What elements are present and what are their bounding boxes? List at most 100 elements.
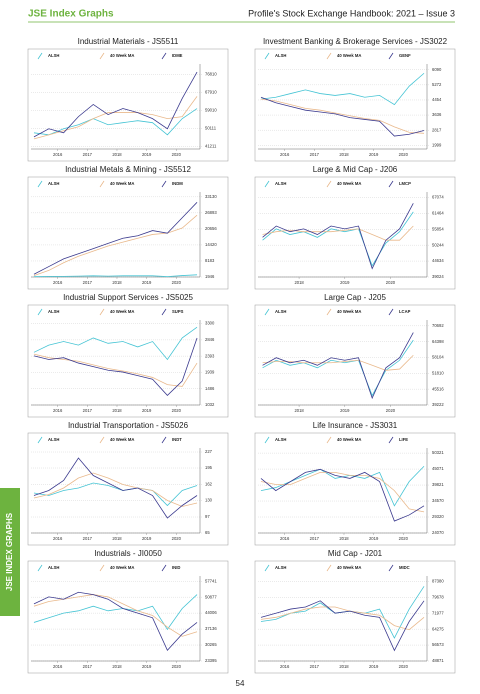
legend-swatch xyxy=(161,436,167,444)
side-tab-label: JSE INDEX GRAPHS xyxy=(5,512,14,591)
y-tick-label: 97 xyxy=(205,514,210,519)
x-tick-label: 2019 xyxy=(340,408,350,413)
y-tick-label: 58104 xyxy=(432,355,444,360)
x-tick-label: 2016 xyxy=(53,664,63,669)
legend-label: ALSH xyxy=(48,53,59,58)
x-tick-label: 2019 xyxy=(142,664,152,669)
y-tick-label: 2393 xyxy=(205,353,215,358)
chart-title: Investment Banking & Brokerage Services … xyxy=(263,37,448,46)
x-tick-label: 2018 xyxy=(112,280,122,285)
x-tick-label: 2019 xyxy=(142,280,152,285)
legend-label: ALSH xyxy=(275,565,286,570)
y-tick-label: 195 xyxy=(205,465,213,470)
y-tick-label: 130 xyxy=(205,498,213,503)
y-tick-label: 33130 xyxy=(205,194,217,199)
y-tick-label: 45516 xyxy=(432,386,444,391)
y-tick-label: 67910 xyxy=(205,90,217,95)
legend-swatch xyxy=(37,564,43,572)
legend-label: 40 Week MA xyxy=(337,53,361,58)
legend-swatch xyxy=(161,564,167,572)
series-line xyxy=(260,606,425,631)
chart-title: Industrials - JI0050 xyxy=(94,549,162,558)
y-tick-label: 8183 xyxy=(205,258,215,263)
series-line xyxy=(260,471,425,513)
chart-frame xyxy=(254,48,456,162)
x-tick-label: 2020 xyxy=(386,408,396,413)
y-tick-label: 50877 xyxy=(205,594,217,599)
legend-label: ALSH xyxy=(48,309,59,314)
x-tick-label: 2020 xyxy=(172,536,182,541)
legend-label: 40 Week MA xyxy=(337,437,361,442)
x-tick-label: 2017 xyxy=(83,664,93,669)
legend-label: SUPS xyxy=(172,309,184,314)
x-tick-label: 2018 xyxy=(339,536,349,541)
legend-label: 40 Week MA xyxy=(337,309,361,314)
x-tick-label: 2018 xyxy=(294,280,304,285)
legend-label: 40 Week MA xyxy=(337,181,361,186)
legend-swatch xyxy=(161,180,167,188)
chart-frame xyxy=(27,560,229,674)
chart-frame xyxy=(27,176,229,290)
legend-label: MIDC xyxy=(399,565,410,570)
legend-label: 40 Week MA xyxy=(110,53,134,58)
y-tick-label: 67074 xyxy=(432,195,444,200)
legend-label: 40 Week MA xyxy=(110,181,134,186)
series-line xyxy=(260,72,425,106)
legend-label: ALSH xyxy=(48,565,59,570)
y-tick-label: 5272 xyxy=(432,82,442,87)
chart-title: Large Cap - J205 xyxy=(324,293,386,302)
y-tick-label: 39024 xyxy=(432,274,444,279)
y-tick-label: 76810 xyxy=(205,72,217,77)
series-line xyxy=(260,600,425,652)
y-tick-label: 56573 xyxy=(432,642,444,647)
x-tick-label: 2017 xyxy=(83,280,93,285)
chart-title: Life Insurance - JS3031 xyxy=(313,421,398,430)
legend-swatch xyxy=(264,436,270,444)
legend-label: ALSH xyxy=(275,309,286,314)
x-tick-label: 2020 xyxy=(399,152,409,157)
legend-swatch xyxy=(388,308,394,316)
x-tick-label: 2019 xyxy=(340,280,350,285)
y-tick-label: 34570 xyxy=(432,498,444,503)
legend-label: LCAP xyxy=(399,309,411,314)
legend-swatch xyxy=(37,52,43,60)
legend-label: ALSH xyxy=(275,181,286,186)
x-tick-label: 2017 xyxy=(83,408,93,413)
x-tick-label: 2019 xyxy=(142,536,152,541)
x-tick-label: 2017 xyxy=(310,536,320,541)
y-tick-label: 71977 xyxy=(432,610,444,615)
page-number: 54 xyxy=(236,679,245,688)
chart-frame xyxy=(27,48,229,162)
y-tick-label: 37136 xyxy=(205,626,217,631)
legend-swatch xyxy=(161,52,167,60)
x-tick-label: 2018 xyxy=(112,664,122,669)
page-header-title: JSE Index Graphs xyxy=(28,9,114,20)
y-tick-label: 57741 xyxy=(205,578,217,583)
series-line xyxy=(33,591,198,652)
legend-swatch xyxy=(326,308,332,316)
series-line xyxy=(262,339,414,397)
legend-swatch xyxy=(37,180,43,188)
legend-label: 40 Week MA xyxy=(337,565,361,570)
legend-label: INDT xyxy=(172,437,182,442)
x-tick-label: 2016 xyxy=(280,152,290,157)
x-tick-label: 2016 xyxy=(53,152,63,157)
page-header-subtitle: Profile's Stock Exchange Handbook: 2021 … xyxy=(248,8,455,18)
legend-swatch xyxy=(264,564,270,572)
legend-swatch xyxy=(161,308,167,316)
series-line xyxy=(33,71,198,138)
legend-label: ALSH xyxy=(48,437,59,442)
y-tick-label: 2846 xyxy=(205,337,215,342)
legend-label: 40 Week MA xyxy=(110,437,134,442)
y-tick-label: 26893 xyxy=(205,210,217,215)
y-tick-label: 50321 xyxy=(432,450,444,455)
series-line xyxy=(262,211,414,267)
legend-label: 40 Week MA xyxy=(110,309,134,314)
y-tick-label: 24070 xyxy=(432,530,444,535)
legend-label: INDM xyxy=(172,181,183,186)
x-tick-label: 2016 xyxy=(280,664,290,669)
series-line xyxy=(33,202,198,275)
x-tick-label: 2018 xyxy=(112,408,122,413)
x-tick-label: 2018 xyxy=(112,152,122,157)
y-tick-label: 1032 xyxy=(205,402,215,407)
